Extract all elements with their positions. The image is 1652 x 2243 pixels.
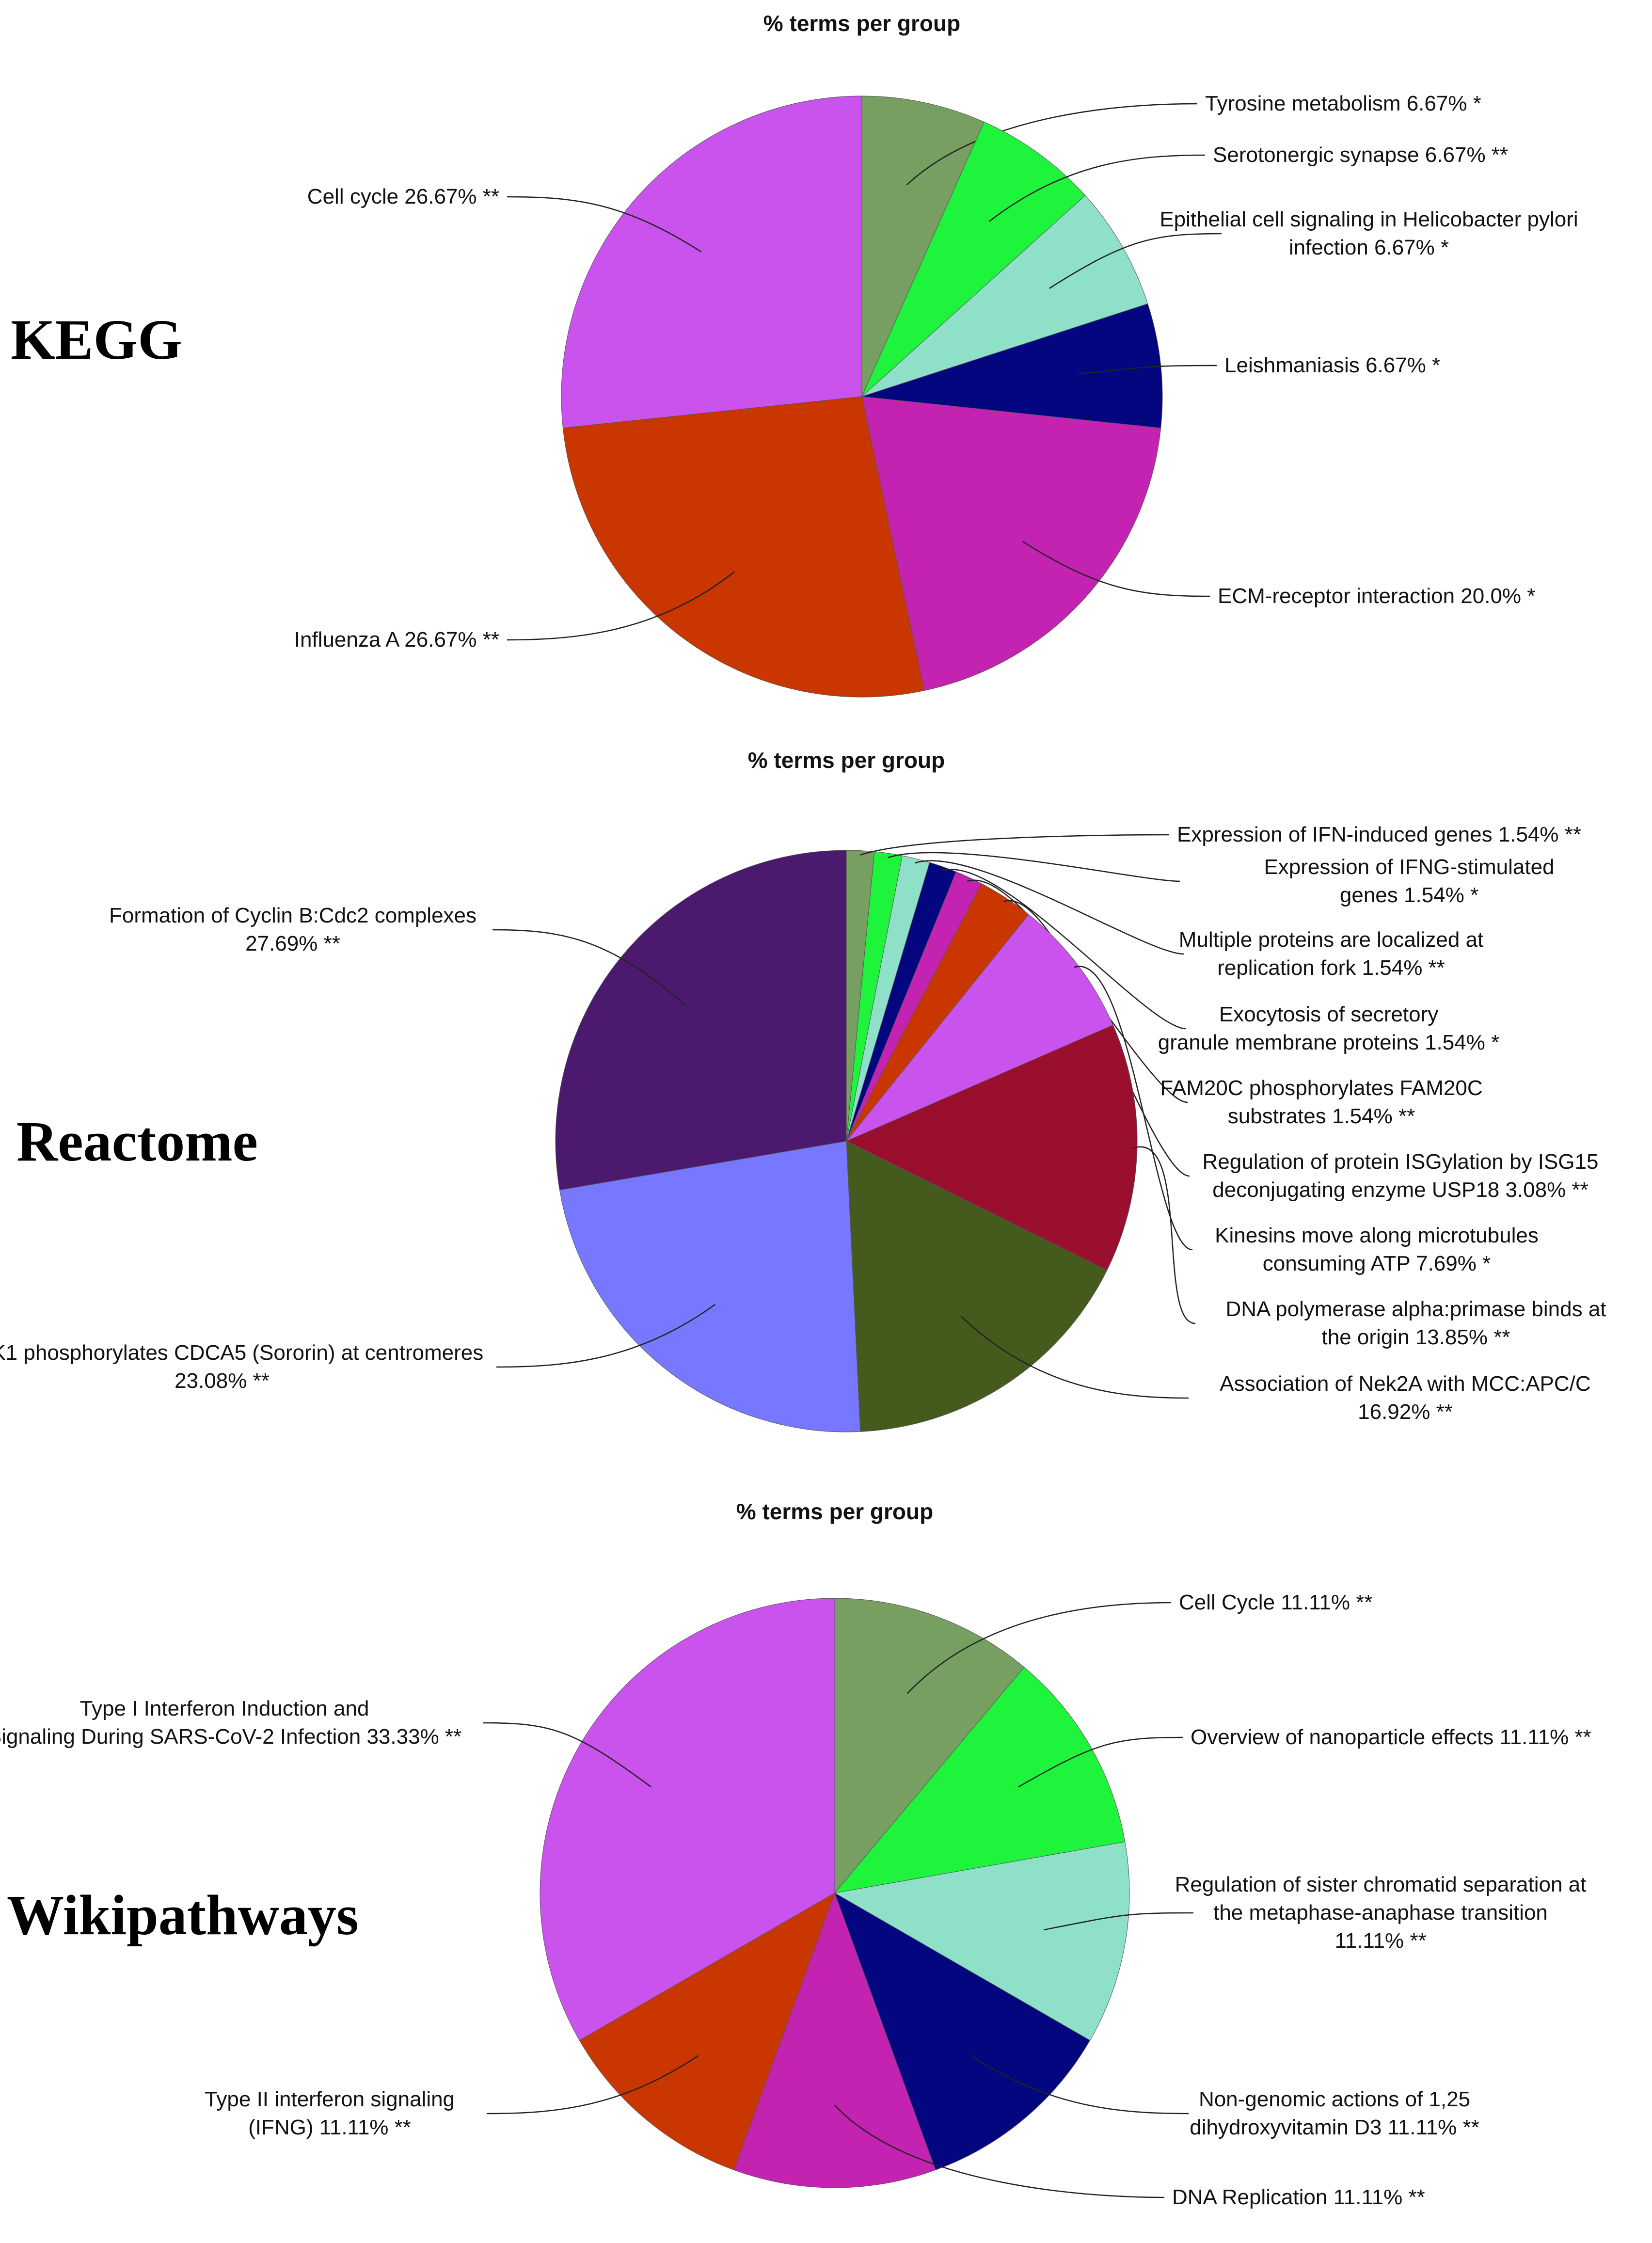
wikipathways-label-regulation-of-sister-chromatid-separation-at-the-metaphase-anaphase-transition: Regulation of sister chromatid separatio…	[1175, 1873, 1587, 1953]
wikipathways-label-dna-replication: DNA Replication 11.11% **	[1172, 2185, 1425, 2209]
kegg-label-ecm-receptor-interaction: ECM-receptor interaction 20.0% *	[1218, 584, 1535, 608]
wikipathways-chart-title: % terms per group	[736, 1499, 933, 1524]
kegg-label-influenza-a: Influenza A 26.67% **	[294, 628, 499, 652]
reactome-leader-line-multiple-proteins-are-localized-at-replication-fork	[915, 860, 1184, 955]
wikipathways-label-cell-cycle: Cell Cycle 11.11% **	[1179, 1591, 1372, 1614]
kegg-label-leishmaniasis: Leishmaniasis 6.67% *	[1224, 353, 1440, 377]
reactome-label-expression-of-ifng-stimulated-genes: Expression of IFNG-stimulated genes 1.54%…	[1264, 855, 1554, 907]
kegg-slice-leishmaniasis	[861, 303, 1163, 429]
reactome-leader-line-expression-of-ifng-stimulated-genes	[888, 852, 1180, 882]
reactome-section-label: Reactome	[16, 1110, 258, 1173]
kegg-pie-chart: % terms per group KEGG Tyrosine metabolism…	[11, 11, 1578, 698]
kegg-chart-title: % terms per group	[763, 11, 960, 36]
kegg-label-cell-cycle: Cell cycle 26.67% **	[307, 185, 499, 208]
reactome-label-fam20c-phosphorylates-fam20c-substrates: FAM20C phosphorylates FAM20C substrates 1…	[1160, 1076, 1482, 1128]
wikipathways-leader-line-overview-of-nanoparticle-effects	[1018, 1736, 1183, 1788]
wikipathways-leader-line-cell-cycle	[906, 1602, 1172, 1694]
reactome-label-expression-of-ifn-induced-genes: Expression of IFN-induced genes 1.54% **	[1177, 823, 1581, 846]
reactome-leader-line-kinesins-move-along-microtubules-consuming-atp	[1074, 966, 1193, 1251]
wikipathways-slice-type-ii-interferon-signaling-ifng	[579, 1892, 835, 2170]
reactome-slice-association-of-nek2a-with-mcc-apc-c	[846, 1141, 1108, 1432]
reactome-slice-dna-polymerase-alpha-primase-binds-at-the-origin	[845, 1024, 1138, 1271]
reactome-label-formation-of-cyclin-b-cdc2-complexes: Formation of Cyclin B:Cdc2 complexes 27.6…	[109, 904, 477, 955]
reactome-label-regulation-of-protein-isgylation-by-isg15-deconjugating-enzyme-usp18: Regulation of protein ISGylation by ISG1…	[1203, 1150, 1599, 1202]
reactome-pie-chart: % terms per group Reactome Expression of I…	[0, 748, 1606, 1432]
kegg-label-serotonergic-synapse: Serotonergic synapse 6.67% **	[1213, 143, 1508, 167]
reactome-label-exocytosis-of-secretory-granule-membrane-proteins: Exocytosis of secretory granule membrane …	[1158, 1002, 1499, 1054]
reactome-label-multiple-proteins-are-localized-at-replication-fork: Multiple proteins are localized at replic…	[1179, 928, 1484, 980]
wikipathways-slice-dna-replication	[733, 1892, 936, 2188]
kegg-label-epithelial-cell-signaling-in-helicobacter-pylori-infection: Epithelial cell signaling in Helicobacte…	[1160, 207, 1578, 259]
wikipathways-slice-type-i-interferon-induction-and-signaling-during-sars-cov-2-infection	[540, 1598, 835, 2041]
reactome-label-kinesins-move-along-microtubules-consuming-atp: Kinesins move along microtubules consumin…	[1215, 1224, 1539, 1275]
reactome-slice-kinesins-move-along-microtubules-consuming-atp	[846, 914, 1113, 1142]
reactome-leader-line-dna-polymerase-alpha-primase-binds-at-the-origin	[1132, 1146, 1196, 1324]
wikipathways-leader-line-dna-replication	[834, 2104, 1165, 2198]
reactome-label-association-of-nek2a-with-mcc-apc-c: Association of Nek2A with MCC:APC/C 16.92…	[1220, 1372, 1590, 1424]
wikipathways-leader-line-regulation-of-sister-chromatid-separation-at-the-metaphase-anaphase-transition	[1043, 1912, 1194, 1931]
kegg-slice-cell-cycle	[561, 95, 862, 429]
wikipathways-slice-non-genomic-actions-of-1-25-dihydroxyvitamin-d3	[834, 1892, 1091, 2170]
wikipathways-leader-line-type-ii-interferon-signaling-ifng	[486, 2055, 699, 2115]
kegg-leader-line-tyrosine-metabolism	[906, 103, 1198, 186]
wikipathways-label-type-ii-interferon-signaling-ifng: Type II interferon signaling (IFNG) 11.11…	[205, 2087, 455, 2139]
kegg-slice-tyrosine-metabolism	[861, 95, 985, 397]
kegg-leader-line-ecm-receptor-interaction	[1022, 541, 1210, 597]
kegg-slice-epithelial-cell-signaling-in-helicobacter-pylori-infection	[861, 195, 1148, 397]
reactome-leader-line-formation-of-cyclin-b-cdc2-complexes	[492, 929, 687, 1007]
kegg-label-tyrosine-metabolism: Tyrosine metabolism 6.67% *	[1205, 92, 1481, 115]
wikipathways-label-type-i-interferon-induction-and-signaling-during-sars-cov-2-infection: Type I Interferon Induction and Signaling…	[0, 1697, 461, 1749]
wikipathways-pie-chart: % terms per group Wikipathways Cell Cycle …	[0, 1499, 1591, 2209]
kegg-slice-serotonergic-synapse	[861, 121, 1086, 397]
reactome-leader-line-expression-of-ifn-induced-genes	[860, 834, 1170, 856]
reactome-chart-title: % terms per group	[748, 748, 945, 773]
kegg-leader-line-serotonergic-synapse	[988, 154, 1206, 222]
kegg-section-label: KEGG	[11, 308, 182, 371]
reactome-leader-line-exocytosis-of-secretory-granule-membrane-proteins	[941, 869, 1186, 1030]
wikipathways-label-overview-of-nanoparticle-effects: Overview of nanoparticle effects 11.11% …	[1191, 1725, 1591, 1749]
reactome-leader-line-association-of-nek2a-with-mcc-apc-c	[960, 1316, 1189, 1399]
reactome-slice-cdk1-phosphorylates-cdca5-sororin-at-centromeres	[559, 1141, 861, 1432]
reactome-label-cdk1-phosphorylates-cdca5-sororin-at-centromeres: CDK1 phosphorylates CDCA5 (Sororin) at c…	[0, 1341, 483, 1393]
wikipathways-section-label: Wikipathways	[7, 1883, 359, 1947]
kegg-slice-ecm-receptor-interaction	[861, 396, 1161, 691]
wikipathways-leader-line-non-genomic-actions-of-1-25-dihydroxyvitamin-d3	[970, 2055, 1189, 2115]
wikipathways-label-non-genomic-actions-of-1-25-dihydroxyvitamin-d3: Non-genomic actions of 1,25 dihydroxyvita…	[1190, 2087, 1479, 2139]
kegg-slice-influenza-a	[562, 396, 925, 698]
wikipathways-slice-cell-cycle	[834, 1598, 1025, 1894]
reactome-label-dna-polymerase-alpha-primase-binds-at-the-origin: DNA polymerase alpha:primase binds at the…	[1225, 1297, 1606, 1349]
kegg-leader-line-leishmaniasis	[1077, 365, 1217, 375]
wikipathways-slice-overview-of-nanoparticle-effects	[834, 1667, 1126, 1893]
reactome-slice-formation-of-cyclin-b-cdc2-complexes	[555, 850, 847, 1191]
kegg-leader-line-cell-cycle	[507, 196, 701, 253]
wikipathways-slice-regulation-of-sister-chromatid-separation-at-the-metaphase-anaphase-transition	[834, 1841, 1130, 2041]
wikipathways-leader-line-type-i-interferon-induction-and-signaling-during-sars-cov-2-infection	[482, 1722, 651, 1788]
reactome-leader-line-cdk1-phosphorylates-cdca5-sororin-at-centromeres	[496, 1304, 716, 1368]
kegg-leader-line-epithelial-cell-signaling-in-helicobacter-pylori-infection	[1049, 233, 1222, 289]
kegg-leader-line-influenza-a	[507, 571, 735, 641]
